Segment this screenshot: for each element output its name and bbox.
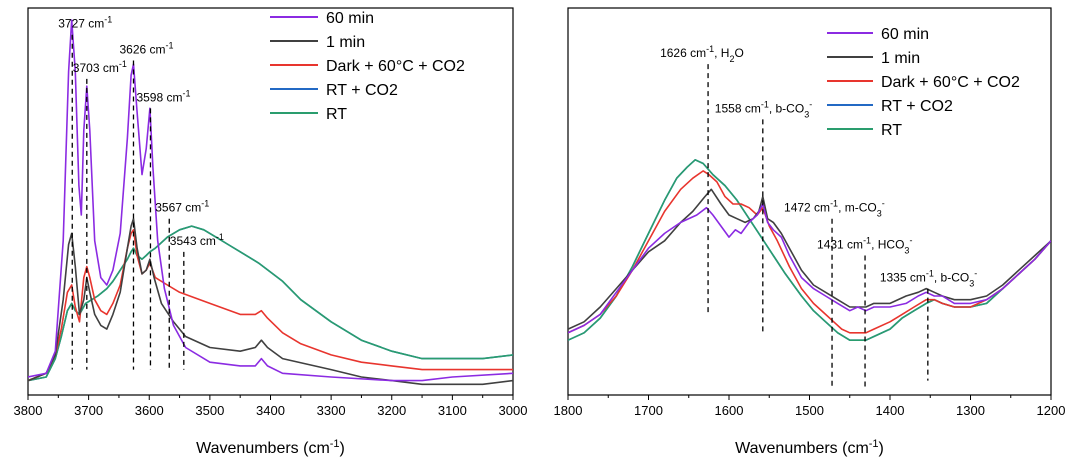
left-chart-panel: 3800 3700 3600 3500 3400 3300 3200 3100 3000 Wave… xyxy=(14,7,528,457)
series-group xyxy=(568,159,1051,341)
x-axis-title: Wavenumbers (cm-1) xyxy=(196,438,345,457)
peak-label: 1558 cm-1, b-CO3- xyxy=(715,99,812,119)
legend-label: RT + CO2 xyxy=(881,98,953,115)
peak-label: 3543 cm-1 xyxy=(170,232,224,248)
series-line-4 xyxy=(568,159,1051,341)
legend-label: Dark + 60°C + CO2 xyxy=(881,74,1020,91)
legend-label: 60 min xyxy=(326,10,374,27)
x-tick-label: 3800 xyxy=(14,403,43,418)
peak-label: 3567 cm-1 xyxy=(155,199,209,215)
legend-label: 60 min xyxy=(881,26,929,43)
peak-label: 1626 cm-1, H2O xyxy=(660,44,744,64)
x-tick-label: 1600 xyxy=(715,403,744,418)
x-tick-label: 3000 xyxy=(499,403,528,418)
legend-label: Dark + 60°C + CO2 xyxy=(326,58,465,75)
x-tick-label: 3400 xyxy=(256,403,285,418)
peak-label: 3703 cm-1 xyxy=(73,59,127,75)
peak-label: 3626 cm-1 xyxy=(119,40,173,56)
peak-label: 1431 cm-1, HCO3- xyxy=(817,236,912,256)
x-tick-label: 1700 xyxy=(634,403,663,418)
x-tick-label: 1800 xyxy=(554,403,583,418)
series-line-2 xyxy=(568,170,1051,334)
series-line-0 xyxy=(568,203,1051,334)
x-tick-label: 3100 xyxy=(438,403,467,418)
x-tick-label: 3300 xyxy=(317,403,346,418)
series-line-0 xyxy=(28,19,513,382)
peak-label: 1335 cm-1, b-CO3- xyxy=(880,269,977,289)
x-tick-label: 1500 xyxy=(795,403,824,418)
peak-label: 3727 cm-1 xyxy=(58,15,112,31)
x-tick-label: 1400 xyxy=(876,403,905,418)
x-tick-label: 1200 xyxy=(1037,403,1066,418)
legend-label: RT xyxy=(881,122,902,139)
peak-label: 1472 cm-1, m-CO3- xyxy=(784,199,885,219)
legend: 60 min 1 min Dark + 60°C + CO2 RT + CO2 RT xyxy=(827,26,1020,139)
legend-label: RT xyxy=(326,106,347,123)
series-line-1 xyxy=(28,217,513,386)
legend: 60 min 1 min Dark + 60°C + CO2 RT + CO2 RT xyxy=(270,10,465,123)
series-group xyxy=(28,19,513,386)
x-tick-label: 3600 xyxy=(135,403,164,418)
legend-label: 1 min xyxy=(326,34,365,51)
x-tick-label: 3500 xyxy=(195,403,224,418)
right-chart-panel: 1800 1700 1600 1500 1400 1300 1200 Wavenumbers … xyxy=(554,7,1066,457)
legend-label: RT + CO2 xyxy=(326,82,398,99)
peak-label: 3598 cm-1 xyxy=(136,88,190,104)
x-axis-title: Wavenumbers (cm-1) xyxy=(735,438,884,457)
x-tick-label: 3700 xyxy=(74,403,103,418)
legend-label: 1 min xyxy=(881,50,920,67)
series-line-4 xyxy=(28,225,513,382)
x-tick-label: 3200 xyxy=(377,403,406,418)
x-tick-label: 1300 xyxy=(956,403,985,418)
series-line-3 xyxy=(28,225,513,382)
